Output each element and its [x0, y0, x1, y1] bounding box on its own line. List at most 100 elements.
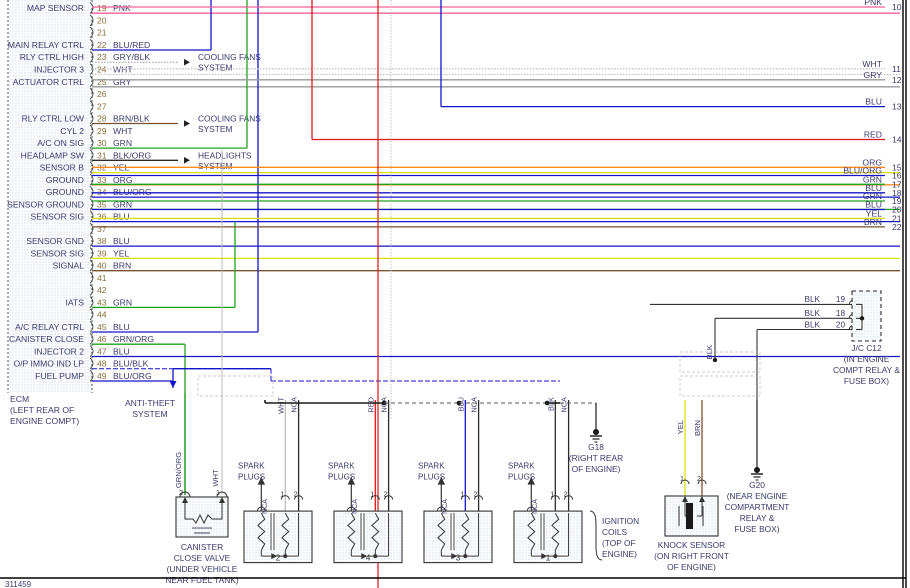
svg-text:25: 25 — [97, 77, 107, 87]
svg-text:29: 29 — [97, 126, 107, 136]
svg-text:1: 1 — [280, 490, 284, 499]
svg-text:311459: 311459 — [5, 580, 32, 588]
svg-text:BLU: BLU — [113, 236, 130, 246]
svg-text:MAP SENSOR: MAP SENSOR — [27, 3, 84, 13]
svg-text:RELAY &: RELAY & — [740, 513, 775, 523]
svg-text:31: 31 — [97, 150, 107, 160]
svg-text:GROUND: GROUND — [46, 187, 84, 197]
svg-text:YEL: YEL — [676, 420, 685, 434]
svg-text:2: 2 — [276, 554, 281, 563]
svg-text:J/C C12: J/C C12 — [851, 343, 882, 353]
svg-text:12: 12 — [892, 75, 902, 85]
svg-text:19: 19 — [836, 295, 846, 304]
svg-text:BRN: BRN — [113, 261, 131, 271]
svg-text:PNK: PNK — [113, 3, 131, 13]
svg-text:43: 43 — [97, 297, 107, 307]
svg-text:41: 41 — [97, 273, 107, 283]
svg-text:INJECTOR 3: INJECTOR 3 — [34, 65, 84, 75]
svg-text:ENGINE): ENGINE) — [602, 549, 637, 559]
svg-text:GRN/ORG: GRN/ORG — [113, 334, 154, 344]
svg-text:(LEFT REAR OF: (LEFT REAR OF — [10, 405, 74, 415]
svg-text:HEADLAMP SW: HEADLAMP SW — [21, 150, 85, 160]
svg-text:GROUND: GROUND — [46, 175, 84, 185]
svg-text:CANISTER CLOSE: CANISTER CLOSE — [9, 334, 84, 344]
svg-text:44: 44 — [97, 310, 107, 320]
svg-text:BLK/ORG: BLK/ORG — [113, 150, 152, 160]
svg-text:48: 48 — [97, 359, 107, 369]
svg-text:CLOSE VALVE: CLOSE VALVE — [174, 553, 231, 563]
svg-text:ECM: ECM — [10, 394, 29, 404]
svg-text:OF ENGINE): OF ENGINE) — [572, 464, 621, 474]
svg-text:CANISTER: CANISTER — [181, 542, 223, 552]
svg-text:39: 39 — [97, 248, 107, 258]
svg-text:BLU/RED: BLU/RED — [113, 40, 150, 50]
svg-text:SYSTEM: SYSTEM — [198, 63, 232, 73]
svg-text:19: 19 — [97, 3, 107, 13]
svg-text:1: 1 — [680, 474, 684, 483]
svg-text:2: 2 — [697, 474, 701, 483]
svg-text:MAIN RELAY CTRL: MAIN RELAY CTRL — [8, 40, 84, 50]
svg-text:O/P IMMO IND LP: O/P IMMO IND LP — [13, 359, 84, 369]
svg-text:RED: RED — [864, 130, 882, 140]
svg-text:BLK: BLK — [805, 309, 821, 318]
svg-text:23: 23 — [97, 52, 107, 62]
svg-text:IATS: IATS — [66, 297, 85, 307]
svg-text:(ON RIGHT FRONT: (ON RIGHT FRONT — [654, 551, 729, 561]
svg-text:21: 21 — [97, 28, 107, 38]
svg-text:COILS: COILS — [602, 527, 628, 537]
svg-text:RED: RED — [366, 397, 375, 413]
svg-text:PLUGS: PLUGS — [238, 473, 265, 482]
svg-text:(IN ENGINE: (IN ENGINE — [844, 354, 890, 364]
svg-text:GRN/ORG: GRN/ORG — [174, 452, 183, 488]
svg-text:PLUGS: PLUGS — [328, 473, 355, 482]
svg-text:14: 14 — [892, 135, 902, 145]
svg-text:HEADLIGHTS: HEADLIGHTS — [198, 150, 252, 160]
svg-text:40: 40 — [97, 261, 107, 271]
svg-text:45: 45 — [97, 322, 107, 332]
svg-text:NCA: NCA — [560, 397, 569, 413]
svg-text:BLK: BLK — [805, 320, 821, 329]
svg-text:(NEAR ENGINE: (NEAR ENGINE — [727, 491, 788, 501]
svg-text:G20: G20 — [749, 480, 765, 490]
svg-text:20: 20 — [97, 16, 107, 26]
svg-text:BRN/BLK: BRN/BLK — [113, 114, 150, 124]
svg-text:46: 46 — [97, 334, 107, 344]
svg-text:RLY CTRL HIGH: RLY CTRL HIGH — [20, 52, 84, 62]
svg-text:NEAR FUEL TANK): NEAR FUEL TANK) — [165, 575, 239, 585]
svg-text:BLU: BLU — [113, 347, 130, 357]
svg-text:42: 42 — [97, 285, 107, 295]
svg-text:SYSTEM: SYSTEM — [198, 161, 232, 171]
svg-text:1: 1 — [550, 490, 554, 499]
svg-text:SPARK: SPARK — [418, 462, 445, 471]
svg-text:ANTI-THEFT: ANTI-THEFT — [125, 398, 176, 408]
svg-text:30: 30 — [97, 138, 107, 148]
svg-text:NCA: NCA — [532, 499, 539, 514]
svg-text:BLU/ORG: BLU/ORG — [113, 371, 152, 381]
svg-text:NCA: NCA — [262, 499, 269, 514]
svg-text:28: 28 — [97, 114, 107, 124]
svg-text:GRN: GRN — [113, 297, 132, 307]
svg-text:COMPARTMENT: COMPARTMENT — [725, 502, 790, 512]
svg-text:INJECTOR 2: INJECTOR 2 — [34, 347, 84, 357]
svg-text:SENSOR GROUND: SENSOR GROUND — [7, 199, 84, 209]
svg-text:IGNITION: IGNITION — [602, 516, 639, 526]
svg-text:PLUGS: PLUGS — [508, 473, 535, 482]
svg-text:WHT: WHT — [113, 126, 133, 136]
svg-text:BLU/ORG: BLU/ORG — [113, 187, 152, 197]
svg-text:WHT: WHT — [211, 469, 220, 487]
svg-text:KNOCK SENSOR: KNOCK SENSOR — [658, 540, 725, 550]
svg-text:YEL: YEL — [113, 248, 129, 258]
svg-text:(UNDER VEHICLE: (UNDER VEHICLE — [167, 564, 238, 574]
svg-text:1: 1 — [546, 554, 551, 563]
svg-text:SPARK: SPARK — [238, 462, 265, 471]
svg-text:GRY/BLK: GRY/BLK — [113, 52, 150, 62]
svg-text:37: 37 — [97, 224, 107, 234]
svg-text:A/C ON SIG: A/C ON SIG — [37, 138, 84, 148]
svg-text:COOLING FANS: COOLING FANS — [198, 52, 261, 62]
svg-text:(TOP OF: (TOP OF — [602, 538, 636, 548]
svg-text:BRN: BRN — [864, 217, 882, 227]
svg-text:BLU/BLK: BLU/BLK — [113, 359, 149, 369]
svg-text:FUSE BOX): FUSE BOX) — [844, 376, 889, 386]
svg-text:COMPT RELAY &: COMPT RELAY & — [833, 365, 900, 375]
svg-text:27: 27 — [97, 101, 107, 111]
